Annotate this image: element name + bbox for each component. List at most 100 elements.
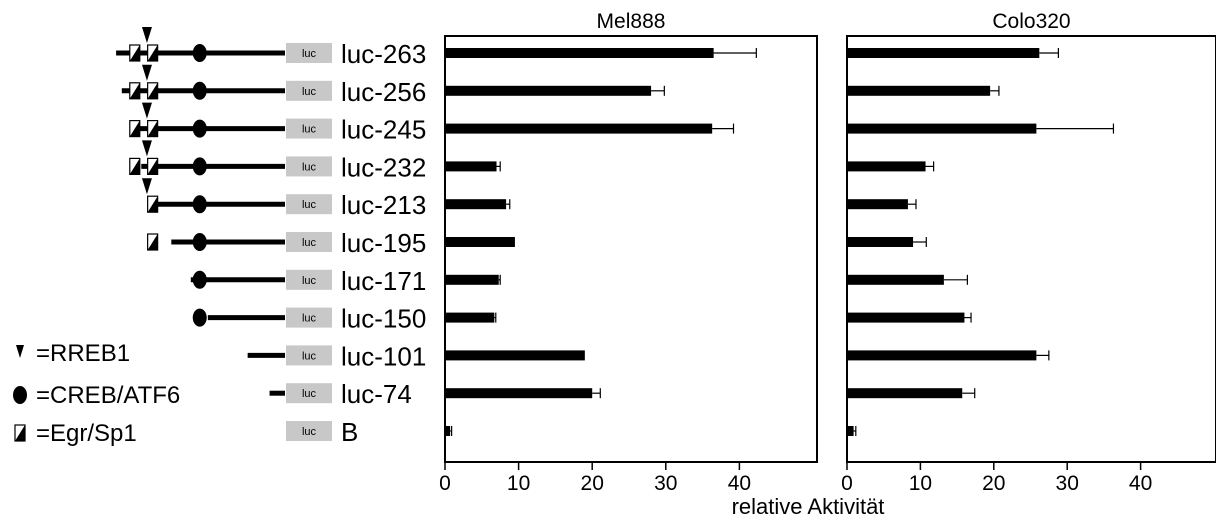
- bar: [445, 350, 585, 361]
- luc-label: luc: [302, 48, 317, 60]
- bar: [445, 48, 714, 58]
- construct-label: luc-171: [341, 266, 426, 296]
- luc-box: [286, 80, 332, 101]
- egr-sp1-site-icon: [147, 82, 158, 99]
- luc-label: luc: [302, 388, 317, 400]
- legend-item-creb: =CREB/ATF6: [13, 382, 180, 409]
- construct-label: luc-232: [341, 152, 426, 182]
- bar: [847, 274, 944, 285]
- bar: [445, 312, 495, 323]
- bar: [445, 85, 652, 96]
- luc-box: [286, 43, 332, 63]
- bar: [847, 199, 908, 210]
- egr-sp1-site-icon: [129, 82, 140, 99]
- bar: [847, 48, 1040, 58]
- bar: [445, 388, 593, 399]
- creb-atf6-site-icon: [192, 119, 207, 138]
- x-tick-label: 0: [439, 472, 451, 495]
- construct-row: luc luc-245: [129, 102, 426, 145]
- x-tick-label: 10: [909, 472, 932, 495]
- bar-charts: Mel888 0 10 20 30 40 Colo320 0 10 20 30 40: [439, 10, 1216, 495]
- bar: [847, 312, 965, 323]
- chart-panel: Mel888 0 10 20 30 40: [439, 10, 818, 495]
- egr-sp1-site-icon: [147, 196, 158, 213]
- rreb1-site-icon: [141, 140, 152, 157]
- legend-label-egr: =Egr/Sp1: [36, 420, 137, 447]
- bar: [445, 199, 507, 210]
- construct-row: luc luc-101: [247, 341, 426, 371]
- bar: [445, 123, 713, 134]
- construct-row: luc luc-263: [116, 27, 426, 69]
- bar: [847, 237, 914, 247]
- construct-row: luc luc-232: [129, 140, 426, 182]
- luc-box: [286, 345, 332, 366]
- construct-row: luc luc-171: [190, 266, 426, 296]
- construct-label: luc-101: [341, 341, 426, 371]
- egr-sp1-site-icon: [129, 45, 140, 61]
- egr-sp1-site-icon: [147, 158, 158, 175]
- construct-label: luc-256: [341, 77, 426, 107]
- luc-label: luc: [302, 199, 317, 211]
- legend-item-egr: =Egr/Sp1: [14, 420, 137, 447]
- creb-atf6-site-icon: [192, 81, 207, 100]
- bar: [847, 388, 963, 399]
- egr-sp1-site-icon: [129, 158, 140, 175]
- x-tick-label: 30: [654, 472, 677, 495]
- luc-label: luc: [302, 237, 317, 249]
- legend: =RREB1 =CREB/ATF6 =Egr/Sp1: [13, 340, 180, 447]
- bar: [847, 426, 854, 436]
- plot-frame: [444, 35, 818, 463]
- egr-sp1-site-icon: [129, 120, 140, 137]
- x-tick-label: 20: [982, 472, 1005, 495]
- luc-box: [286, 194, 332, 215]
- chart-title: Mel888: [597, 10, 666, 33]
- rreb1-site-icon: [141, 178, 152, 195]
- x-tick-label: 0: [841, 472, 853, 495]
- construct-row: luc luc-74: [269, 379, 412, 409]
- legend-item-rreb1: =RREB1: [16, 340, 130, 367]
- chart-panel: Colo320 0 10 20 30 40: [841, 10, 1216, 495]
- creb-atf6-site-icon: [192, 157, 207, 176]
- bar: [445, 161, 497, 172]
- egr-sp1-box-icon: [15, 425, 25, 441]
- luc-box: [286, 421, 332, 441]
- luc-label: luc: [302, 86, 317, 98]
- egr-sp1-site-icon: [147, 45, 158, 61]
- luc-box: [286, 383, 332, 404]
- construct-row: luc luc-150: [192, 304, 426, 334]
- bar: [445, 426, 451, 436]
- rreb1-site-icon: [141, 27, 152, 43]
- creb-atf6-site-icon: [192, 308, 207, 327]
- construct-label: luc-245: [341, 115, 426, 145]
- x-tick-label: 20: [581, 472, 604, 495]
- luc-label: luc: [302, 350, 317, 362]
- construct-row: luc luc-213: [141, 178, 426, 220]
- bar: [445, 274, 499, 285]
- chart-title: Colo320: [992, 10, 1070, 33]
- construct-row: luc luc-195: [147, 228, 426, 258]
- luc-box: [286, 232, 332, 252]
- luc-box: [286, 269, 332, 290]
- bar: [847, 350, 1037, 361]
- bar: [847, 161, 926, 172]
- luc-label: luc: [302, 161, 317, 173]
- luc-box: [286, 307, 332, 328]
- luc-label: luc: [302, 124, 317, 136]
- plot-frame: [846, 35, 1216, 463]
- creb-atf6-site-icon: [192, 44, 207, 62]
- creb-atf6-site-icon: [192, 195, 207, 214]
- egr-sp1-site-icon: [147, 120, 158, 137]
- egr-sp1-site-icon: [147, 234, 158, 250]
- construct-row: luc luc-256: [121, 64, 426, 107]
- luc-label: luc: [302, 313, 317, 325]
- x-tick-label: 30: [1056, 472, 1079, 495]
- luc-label: luc: [302, 275, 317, 287]
- x-axis-label: relative Aktivität: [732, 494, 885, 517]
- bar: [847, 123, 1037, 134]
- luc-label: luc: [302, 426, 317, 438]
- construct-row: luc B: [286, 417, 358, 447]
- construct-label: luc-213: [341, 190, 426, 220]
- luc-box: [286, 156, 332, 177]
- construct-label: luc-195: [341, 228, 426, 258]
